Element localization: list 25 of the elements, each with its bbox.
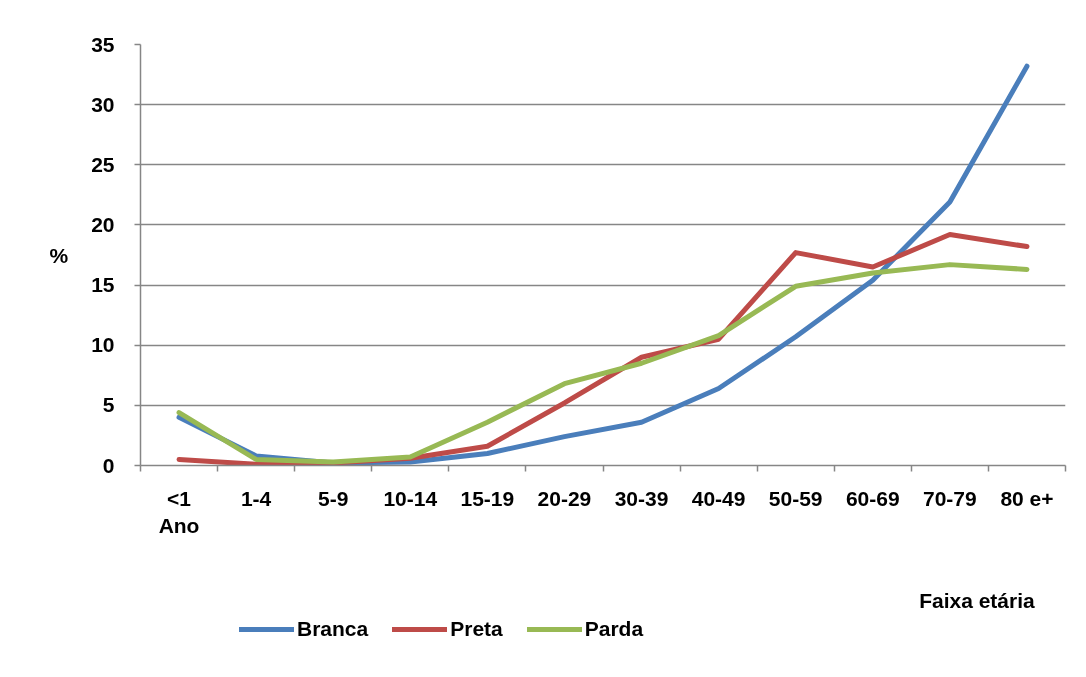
x-tick-label: 15-19 xyxy=(460,486,515,510)
y-tick-label: 30 xyxy=(91,92,115,116)
legend-label: Branca xyxy=(297,617,369,641)
y-tick-label: 35 xyxy=(91,32,115,56)
x-tick-label: 5-9 xyxy=(318,486,349,510)
x-tick-label: 70-79 xyxy=(923,486,977,510)
legend-label: Preta xyxy=(450,617,503,641)
y-tick-label: 20 xyxy=(91,212,115,236)
x-tick-label: <1 Ano xyxy=(158,486,200,538)
x-axis-title: Faixa etária xyxy=(919,589,1036,612)
y-tick-label: 0 xyxy=(102,453,115,477)
y-tick-label: 10 xyxy=(91,333,115,357)
x-tick-label: 60-69 xyxy=(845,486,900,510)
y-tick-label: 25 xyxy=(91,152,115,176)
x-tick-label: 80 e+ xyxy=(1000,486,1054,510)
x-tick-label: 50-59 xyxy=(768,486,823,510)
x-tick-label: 20-29 xyxy=(537,486,592,510)
x-tick-label: 40-49 xyxy=(691,486,746,510)
y-tick-label: 15 xyxy=(91,273,115,297)
x-tick-label: 30-39 xyxy=(614,486,669,510)
legend-label: Parda xyxy=(584,617,644,641)
x-tick-label: 1-4 xyxy=(240,486,272,510)
x-tick-label: 10-14 xyxy=(383,486,438,510)
y-tick-label: 5 xyxy=(102,393,115,417)
y-axis-title: % xyxy=(49,243,69,267)
